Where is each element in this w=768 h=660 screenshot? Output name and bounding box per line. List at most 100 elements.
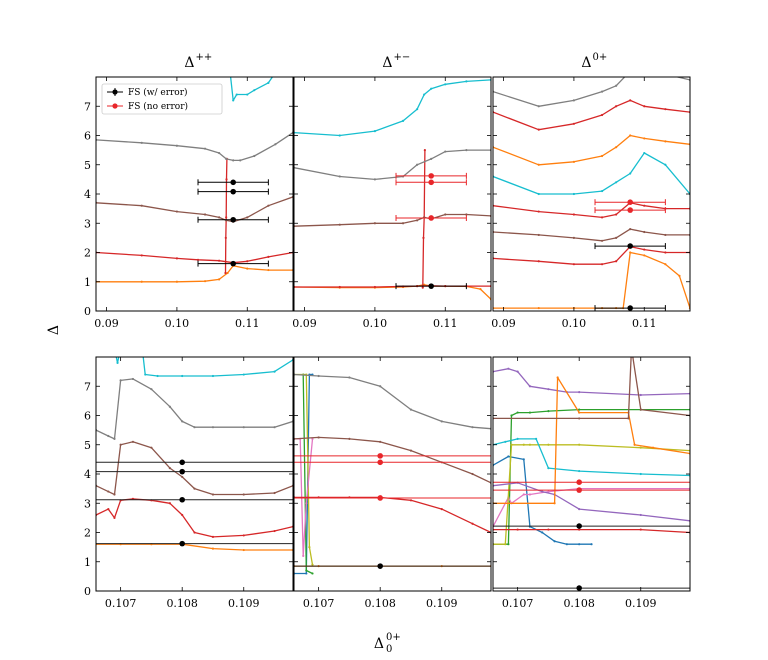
series-point bbox=[225, 157, 228, 160]
series-point bbox=[113, 347, 115, 349]
series-point bbox=[168, 405, 171, 408]
series-point bbox=[664, 73, 666, 75]
plot-area bbox=[294, 78, 491, 301]
series-point bbox=[305, 572, 308, 575]
fs-point-no-error bbox=[576, 487, 582, 493]
series-point bbox=[664, 263, 667, 266]
series-point bbox=[246, 93, 249, 96]
series-point bbox=[225, 178, 228, 181]
series-point bbox=[541, 490, 544, 493]
series-point bbox=[175, 210, 179, 213]
series-point bbox=[522, 443, 525, 446]
y-tick-label: 1 bbox=[84, 556, 91, 569]
series-point bbox=[537, 128, 540, 131]
series-point bbox=[615, 213, 618, 216]
series-point bbox=[175, 144, 179, 147]
series-point bbox=[629, 134, 632, 137]
y-tick-label: 3 bbox=[84, 497, 91, 510]
series-line-2 bbox=[422, 150, 426, 288]
axes-frame bbox=[293, 356, 492, 592]
x-tick-label: 0.108 bbox=[166, 597, 198, 610]
series-point bbox=[373, 178, 377, 181]
series-point bbox=[615, 236, 618, 239]
y-tick-label: 5 bbox=[84, 159, 91, 172]
series-point bbox=[572, 160, 576, 163]
x-tick-label: 0.11 bbox=[433, 317, 458, 330]
series-line-7 bbox=[493, 77, 690, 107]
series-point bbox=[629, 70, 631, 72]
panel-0-0: 0 1 2 3 4 5 6 7 0.09 0.10 0.11 Δ ++ bbox=[84, 52, 294, 330]
x-tick-label: 0.09 bbox=[292, 317, 317, 330]
series-line-1 bbox=[96, 251, 293, 264]
fs-point-with-error bbox=[230, 188, 236, 195]
series-point bbox=[578, 543, 581, 546]
series-point bbox=[401, 222, 405, 225]
panel-title: Δ bbox=[184, 55, 194, 71]
x-axis-label-sub: 0 bbox=[386, 644, 392, 655]
series-point bbox=[156, 374, 159, 378]
series-point bbox=[572, 236, 576, 239]
series-point bbox=[629, 172, 632, 175]
series-point bbox=[639, 513, 642, 517]
series-point bbox=[107, 490, 110, 493]
series-point bbox=[572, 122, 576, 125]
series-point bbox=[120, 347, 122, 349]
series-line-6 bbox=[493, 99, 690, 131]
panel-title-superscript: ++ bbox=[196, 52, 213, 63]
series-point bbox=[181, 475, 184, 479]
series-point bbox=[317, 374, 320, 378]
series-point bbox=[510, 443, 513, 446]
series-point bbox=[140, 141, 143, 144]
x-tick-label: 0.10 bbox=[562, 317, 587, 330]
x-tick-label: 0.107 bbox=[303, 597, 335, 610]
y-tick-label: 2 bbox=[84, 527, 91, 540]
series-point bbox=[629, 99, 632, 102]
series-point bbox=[168, 467, 171, 470]
series-point bbox=[409, 449, 413, 452]
series-point bbox=[600, 216, 604, 219]
x-tick-label: 0.10 bbox=[165, 317, 190, 330]
series-point bbox=[643, 230, 646, 234]
series-point bbox=[643, 151, 646, 155]
series-line-2 bbox=[493, 228, 690, 242]
x-tick-label: 0.09 bbox=[491, 317, 516, 330]
series-point bbox=[578, 469, 581, 473]
series-point bbox=[440, 420, 443, 423]
series-point bbox=[338, 223, 341, 226]
series-point bbox=[504, 440, 507, 443]
fs-point-no-error bbox=[627, 207, 633, 213]
x-axis-label-sup: 0+ bbox=[386, 632, 401, 643]
series-point bbox=[131, 377, 135, 381]
series-point bbox=[547, 490, 550, 493]
series-line-7 bbox=[294, 373, 491, 430]
series-point bbox=[228, 61, 230, 63]
series-point bbox=[440, 508, 443, 511]
series-point bbox=[113, 437, 116, 440]
series-point bbox=[430, 87, 433, 90]
series-point bbox=[630, 347, 632, 349]
fs-point-with-error bbox=[230, 260, 236, 267]
series-point bbox=[578, 411, 581, 414]
series-point bbox=[643, 248, 646, 251]
series-point bbox=[651, 446, 655, 449]
series-point bbox=[113, 493, 116, 496]
series-point bbox=[302, 554, 305, 558]
series-point bbox=[572, 192, 576, 196]
y-tick-label: 6 bbox=[84, 410, 91, 423]
series-point bbox=[338, 134, 341, 137]
series-point bbox=[305, 502, 308, 505]
legend-marker-with-error-dot bbox=[112, 89, 118, 95]
series-point bbox=[211, 374, 215, 378]
fs-point-with-error bbox=[179, 459, 185, 466]
x-tick-label: 0.09 bbox=[94, 317, 119, 330]
y-tick-label: 2 bbox=[84, 247, 91, 260]
plot-area bbox=[96, 61, 293, 283]
y-tick-label: 0 bbox=[84, 305, 91, 318]
series-point bbox=[379, 385, 382, 388]
series-point bbox=[615, 260, 618, 263]
series-point bbox=[203, 213, 207, 216]
series-line-4 bbox=[115, 357, 293, 377]
series-point bbox=[547, 388, 550, 391]
series-point bbox=[578, 508, 581, 511]
series-point bbox=[528, 493, 532, 496]
